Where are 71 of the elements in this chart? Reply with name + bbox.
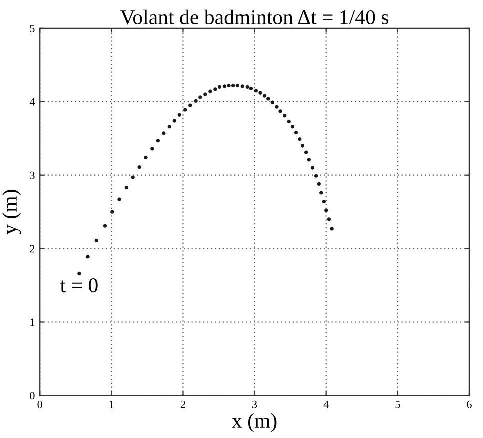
point <box>144 156 148 160</box>
point <box>156 139 160 143</box>
point <box>162 132 166 136</box>
point <box>324 208 328 212</box>
point <box>249 86 254 91</box>
x-tick-label: 4 <box>324 400 329 408</box>
point <box>218 85 222 90</box>
point <box>258 91 262 95</box>
point <box>184 108 188 112</box>
y-tick-label: 0 <box>30 392 35 400</box>
x-tick-label: 5 <box>396 400 400 408</box>
y-tick-label: 3 <box>30 172 35 180</box>
x-tick-label: 6 <box>467 400 472 408</box>
point <box>188 104 192 108</box>
point <box>94 238 98 243</box>
point <box>300 144 305 148</box>
point <box>310 166 315 170</box>
point <box>194 99 198 104</box>
x-axis-title: x (m) <box>232 413 277 432</box>
point <box>78 272 82 276</box>
point <box>168 125 172 129</box>
point <box>317 182 322 186</box>
point <box>236 84 240 88</box>
point <box>266 97 270 101</box>
x-tick-label: 1 <box>110 400 114 408</box>
point <box>287 120 291 124</box>
point <box>294 130 298 135</box>
point <box>131 176 135 180</box>
point <box>275 105 279 109</box>
y-tick-label: 4 <box>30 98 36 106</box>
point <box>86 255 90 259</box>
point <box>118 198 122 202</box>
point <box>150 147 154 151</box>
point <box>262 94 267 98</box>
point <box>327 218 332 222</box>
chart-title: Volant de badminton Δt = 1/40 s <box>120 10 389 25</box>
point <box>124 186 129 190</box>
point <box>240 84 244 88</box>
point <box>254 89 258 93</box>
y-axis-title: y (m) <box>2 190 22 235</box>
point <box>298 138 302 142</box>
point <box>198 96 202 100</box>
point <box>178 113 182 117</box>
x-tick-label: 0 <box>38 400 42 408</box>
point <box>322 200 326 204</box>
point <box>246 85 250 90</box>
y-tick-label: 2 <box>30 245 35 253</box>
point <box>278 110 282 114</box>
point <box>214 88 218 92</box>
point <box>103 224 108 228</box>
point <box>172 119 176 123</box>
point <box>307 158 312 162</box>
point <box>290 125 295 129</box>
point <box>314 174 318 178</box>
point <box>222 84 227 88</box>
point <box>110 210 114 214</box>
point <box>330 227 334 231</box>
point <box>283 114 287 118</box>
x-tick-label: 3 <box>252 400 258 408</box>
point <box>270 100 275 104</box>
point <box>208 90 212 94</box>
point <box>204 92 208 96</box>
point <box>227 84 231 88</box>
x-tick-label: 2 <box>180 400 186 408</box>
point <box>304 150 308 154</box>
y-tick-label: 5 <box>30 25 35 32</box>
y-tick-label: 1 <box>30 318 35 326</box>
annotation: t = 0 <box>60 278 98 293</box>
point <box>138 165 142 170</box>
point <box>231 84 236 88</box>
point <box>320 191 324 195</box>
